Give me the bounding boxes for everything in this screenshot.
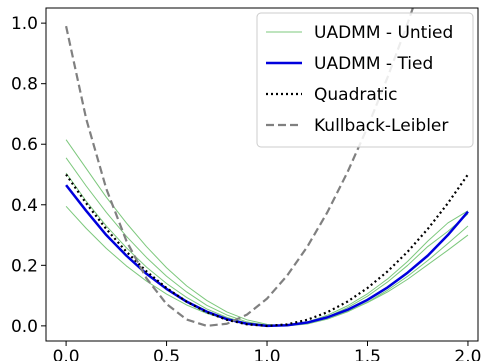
y-tick-label: 1.0 bbox=[11, 14, 38, 34]
plot-frame bbox=[45, 7, 479, 342]
legend-label: Kullback-Leibler bbox=[314, 116, 448, 136]
series-line-quadratic bbox=[65, 173, 469, 327]
x-tick-label: 0.5 bbox=[153, 347, 180, 361]
y-tick-label: 0.4 bbox=[11, 196, 38, 216]
series-layer bbox=[65, 8, 469, 328]
series-line-kullback-leibler bbox=[65, 8, 415, 327]
series-line-untied-2 bbox=[65, 172, 469, 327]
x-tick-label: 2.0 bbox=[454, 347, 481, 361]
y-tick-label: 0.2 bbox=[11, 256, 38, 276]
legend: UADMM - Untied UADMM - Tied Quadratic Kullb… bbox=[256, 12, 474, 148]
x-tick-label: 1.5 bbox=[354, 347, 381, 361]
legend-label: UADMM - Untied bbox=[314, 23, 453, 43]
series-line-uadmm-untied bbox=[65, 139, 469, 327]
y-tick-label: 0.6 bbox=[11, 135, 38, 155]
legend-box bbox=[256, 12, 474, 148]
series-line-untied-1 bbox=[65, 157, 469, 327]
x-axis: 0.0 0.5 1.0 1.5 2.0 bbox=[53, 341, 481, 361]
y-axis: 0.0 0.2 0.4 0.6 0.8 1.0 bbox=[11, 14, 46, 337]
x-tick-label: 0.0 bbox=[53, 347, 80, 361]
y-tick-label: 0.0 bbox=[11, 317, 38, 337]
series-line-uadmm-tied bbox=[65, 184, 469, 328]
x-tick-label: 1.0 bbox=[253, 347, 280, 361]
legend-label: UADMM - Tied bbox=[314, 54, 433, 74]
legend-label: Quadratic bbox=[314, 85, 398, 105]
y-tick-label: 0.8 bbox=[11, 75, 38, 95]
